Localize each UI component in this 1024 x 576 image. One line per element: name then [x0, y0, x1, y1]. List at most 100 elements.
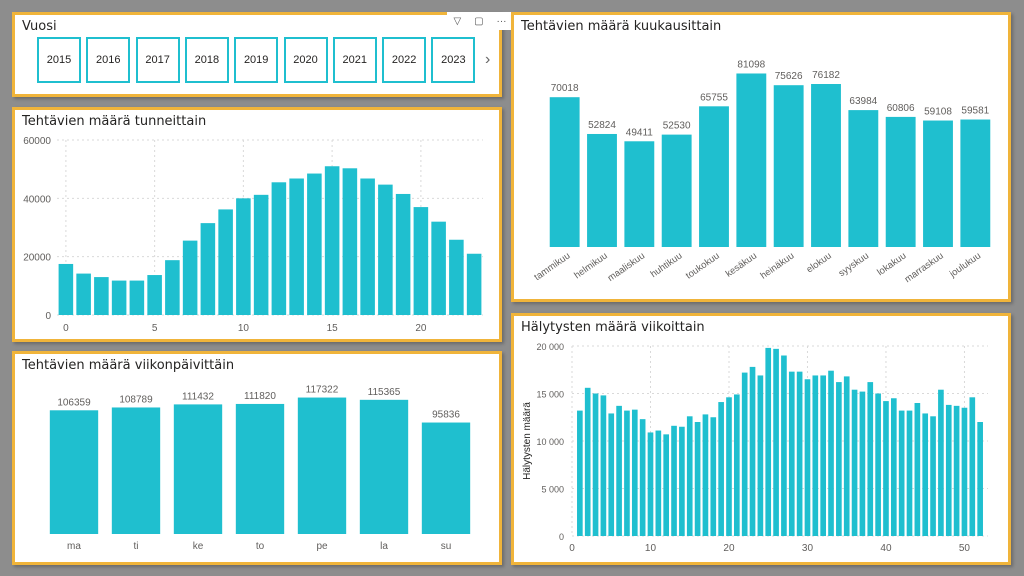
bar-week-42	[898, 410, 905, 536]
bar-week-30	[804, 379, 811, 536]
bar-week-8	[631, 409, 638, 536]
hourly-bar-chart: 0 20000 40000 60000 0 5 10 15 20	[23, 136, 483, 334]
bar-hour-12	[271, 182, 287, 315]
bar-hour-2	[94, 277, 109, 315]
bar-week-43	[906, 410, 913, 536]
bar-to	[235, 403, 285, 534]
bar-week-6	[616, 405, 622, 536]
bar-week-50	[961, 407, 968, 536]
bar-week-16	[694, 422, 701, 536]
bar-week-23	[749, 366, 756, 536]
bar-tammikuu	[549, 97, 580, 247]
category-label: toukokuu	[684, 250, 722, 281]
year-button-2022[interactable]: 2022	[382, 37, 427, 83]
bar-week-38	[867, 382, 874, 536]
bar-lokakuu	[885, 116, 916, 247]
bar-week-39	[875, 393, 881, 536]
bar-ma	[49, 410, 99, 534]
bar-heinäkuu	[773, 85, 804, 248]
weekday-bar-chart: 106359 ma 108789 ti 111432 ke 111820 to 117322 pe…	[49, 385, 471, 552]
bar-week-46	[930, 416, 936, 536]
bar-hour-17	[360, 178, 375, 315]
bar-su	[421, 422, 471, 534]
data-label: 111820	[244, 391, 276, 402]
more-options-icon[interactable]: ···	[496, 15, 507, 27]
category-label: su	[441, 541, 452, 552]
bar-week-26	[773, 348, 779, 536]
bar-hour-0	[58, 263, 74, 315]
bar-hour-11	[253, 194, 269, 315]
bar-week-41	[890, 398, 897, 536]
bar-week-5	[608, 413, 615, 536]
bar-week-13	[671, 425, 677, 536]
data-label: 49411	[626, 127, 654, 138]
bar-week-21	[734, 394, 740, 536]
weekday-chart-title: Tehtävien määrä viikonpäivittäin	[22, 358, 235, 373]
bar-week-44	[914, 403, 921, 536]
data-label: 117322	[306, 385, 339, 396]
x-tick-label: 0	[569, 543, 575, 554]
monthly-bar-chart: 70018 tammikuu 52824 helmikuu 49411 maaliskuu…	[532, 59, 991, 285]
weekly-chart-panel: Hälytysten määrä viikoittain 0 5 000 10 00…	[511, 313, 1011, 565]
category-label: ma	[67, 541, 81, 552]
year-button-2020[interactable]: 2020	[283, 37, 328, 83]
bar-hour-4	[129, 280, 145, 315]
data-label: 95836	[432, 410, 460, 421]
year-button-2019[interactable]: 2019	[234, 37, 279, 83]
hourly-chart-panel: Tehtävien määrä tunneittain 0 20000 40000 6…	[12, 107, 502, 342]
bar-week-27	[781, 355, 787, 536]
bar-ke	[173, 404, 223, 534]
data-label: 52824	[588, 120, 616, 131]
slicer-title: Vuosi	[22, 19, 57, 34]
bar-hour-19	[395, 193, 411, 315]
bar-hour-13	[289, 178, 304, 315]
filter-icon[interactable]: ▽	[453, 15, 462, 27]
x-tick-label: 20	[415, 323, 427, 334]
bar-week-52	[977, 422, 983, 536]
category-label: pe	[316, 541, 328, 552]
category-label: la	[380, 541, 388, 552]
bar-week-22	[741, 372, 748, 536]
y-tick-label: 40000	[23, 194, 51, 205]
focus-mode-icon[interactable]: ▢	[474, 15, 484, 27]
bar-week-33	[828, 370, 834, 536]
bar-week-1	[577, 410, 583, 536]
bar-la	[359, 399, 409, 534]
year-button-2017[interactable]: 2017	[135, 37, 180, 83]
category-label: ke	[193, 541, 204, 552]
bar-hour-14	[307, 173, 322, 315]
bar-week-28	[788, 371, 795, 536]
category-label: heinäkuu	[758, 250, 796, 281]
bar-week-12	[663, 434, 670, 536]
bar-maaliskuu	[624, 141, 655, 247]
chevron-right-icon[interactable]: ›	[485, 51, 491, 68]
data-label: 75626	[775, 71, 803, 82]
year-button-2018[interactable]: 2018	[184, 37, 229, 83]
category-label: marraskuu	[903, 250, 946, 285]
year-button-2021[interactable]: 2021	[332, 37, 377, 83]
year-slicer-panel: Vuosi ▽ ▢ ··· 2015 2016 2017 2018 2019 2020 20…	[12, 12, 513, 97]
bar-week-15	[686, 416, 693, 536]
data-label: 115365	[368, 387, 401, 398]
x-tick-label: 20	[723, 543, 735, 554]
data-label: 106359	[57, 397, 91, 408]
y-axis-title: Hälytysten määrä	[522, 402, 533, 480]
bar-syyskuu	[848, 110, 879, 247]
bar-hour-22	[449, 239, 464, 315]
year-button-2016[interactable]: 2016	[86, 37, 131, 83]
x-tick-label: 10	[645, 543, 657, 554]
y-tick-label: 20 000	[536, 342, 564, 352]
bar-hour-23	[466, 253, 482, 315]
bar-elokuu	[811, 84, 841, 247]
bar-ti	[111, 407, 161, 534]
year-button-2015[interactable]: 2015	[37, 37, 81, 83]
bar-helmikuu	[587, 133, 617, 247]
data-label: 59108	[924, 107, 952, 118]
category-label: tammikuu	[532, 250, 572, 283]
year-button-2023[interactable]: 2023	[431, 37, 476, 83]
data-label: 59581	[961, 106, 989, 117]
bar-week-35	[843, 376, 850, 536]
hourly-chart-title: Tehtävien määrä tunneittain	[22, 114, 207, 129]
bar-week-24	[757, 375, 764, 536]
bar-huhtikuu	[661, 134, 692, 247]
